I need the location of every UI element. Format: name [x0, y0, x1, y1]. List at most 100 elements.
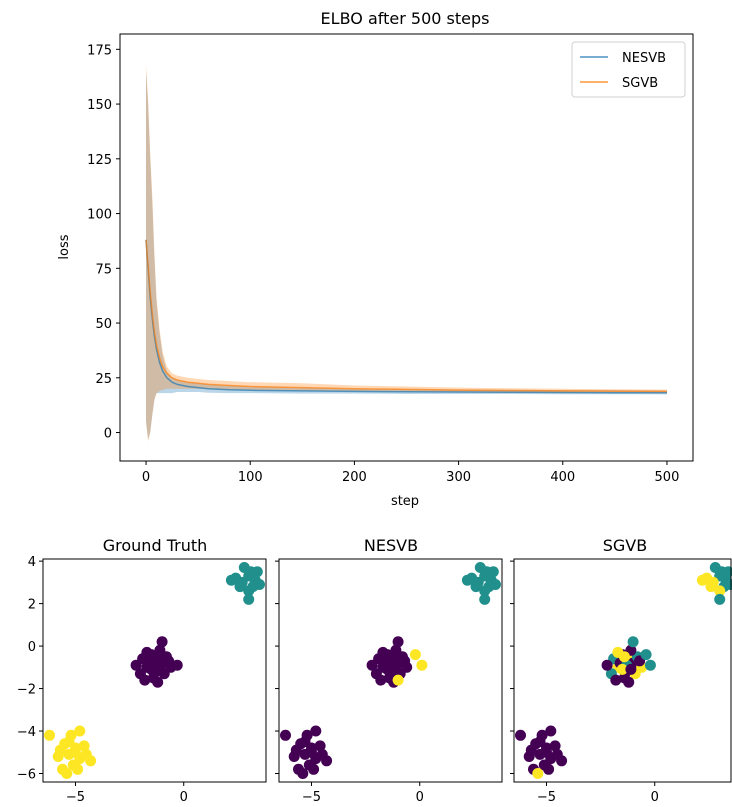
- scatter-point: [171, 659, 183, 671]
- scatter-frame: [42, 558, 267, 783]
- scatter-point: [625, 663, 637, 675]
- scatter-point: [145, 663, 157, 675]
- scatter-point: [152, 676, 164, 688]
- legend-label-nesvb: NESVB: [622, 51, 666, 66]
- scatter-x-tick-label: 0: [416, 790, 424, 805]
- scatter-point: [225, 574, 237, 586]
- scatter-point: [534, 736, 546, 748]
- scatter-point: [63, 736, 75, 748]
- scatter-point: [243, 585, 255, 597]
- scatter-y-tick-label: 2: [28, 598, 36, 613]
- scatter-y-tick-label: −2: [17, 683, 36, 698]
- scatter-point: [234, 581, 246, 593]
- scatter-point: [725, 579, 732, 590]
- scatter-sgvb-title: SGVB: [603, 536, 647, 555]
- scatter-point: [54, 744, 66, 756]
- elbo-y-tick-label: 50: [95, 317, 112, 332]
- elbo-x-axis-label: step: [391, 494, 419, 509]
- elbo-y-tick-label: 125: [87, 153, 112, 168]
- scatter-point: [156, 636, 168, 648]
- scatter-point: [481, 566, 493, 578]
- scatter-x-tick-label: 0: [180, 790, 188, 805]
- scatter-y-tick-label: 4: [28, 555, 36, 570]
- scatter-point: [392, 674, 404, 686]
- scatter-point: [78, 740, 90, 752]
- elbo-y-tick-label: 100: [87, 208, 112, 223]
- scatter-point: [714, 593, 726, 605]
- elbo-y-tick-label: 150: [87, 98, 112, 113]
- scatter-point: [640, 649, 652, 661]
- scatter-ground-truth-title: Ground Truth: [103, 536, 208, 555]
- scatter-point: [297, 768, 309, 779]
- scatter-point: [399, 655, 411, 667]
- elbo-lines: [145, 239, 668, 394]
- scatter-point: [74, 725, 86, 737]
- scatter-y-tick-label: −6: [17, 768, 36, 783]
- elbo-y-tick-label: 0: [104, 427, 112, 442]
- elbo-x-tick-label: 200: [342, 470, 367, 485]
- elbo-y-tick-label: 25: [95, 372, 112, 387]
- elbo-chart-title: ELBO after 500 steps: [321, 9, 490, 28]
- scatter-point: [543, 763, 555, 775]
- elbo-line-nesvb: [145, 239, 667, 394]
- scatter-point: [130, 659, 142, 671]
- elbo-y-axis: 0 25 50 75 100 125 150 175: [87, 43, 120, 442]
- elbo-x-axis: 0 100 200 300 400 500: [142, 461, 679, 485]
- scatter-point: [390, 663, 402, 675]
- scatter-point: [541, 746, 552, 758]
- scatter-ground-truth: Ground Truth −5 0 −6 −4 −2 0 2 4: [17, 536, 267, 805]
- scatter-point: [623, 676, 635, 688]
- scatter-point: [147, 651, 159, 663]
- scatter-point: [383, 651, 395, 663]
- scatter-point: [716, 566, 728, 578]
- elbo-legend: NESVB SGVB: [571, 41, 686, 98]
- elbo-y-tick-label: 175: [87, 43, 112, 58]
- scatter-frame: [513, 558, 732, 783]
- scatter-point: [280, 729, 291, 741]
- scatter-point: [392, 636, 404, 648]
- legend-box: [571, 41, 686, 98]
- scatter-point: [714, 585, 726, 597]
- scatter-points: [44, 562, 265, 779]
- elbo-line-sgvb: [145, 239, 668, 393]
- scatter-point: [70, 746, 81, 758]
- scatter-point: [139, 674, 151, 686]
- scatter-x-tick-label: −5: [537, 790, 556, 805]
- scatter-point: [490, 579, 501, 590]
- scatter-point: [556, 755, 568, 767]
- elbo-y-tick-label: 75: [95, 262, 112, 277]
- scatter-point: [375, 674, 387, 686]
- scatter-points: [515, 562, 732, 779]
- scatter-point: [243, 593, 255, 605]
- scatter-point: [618, 651, 630, 663]
- scatter-point: [299, 736, 311, 748]
- scatter-point: [163, 655, 175, 667]
- elbo-x-tick-label: 400: [550, 470, 575, 485]
- scatter-point: [696, 574, 708, 586]
- scatter-x-tick-label: −5: [66, 790, 85, 805]
- scatter-point: [532, 768, 544, 779]
- scatter-point: [479, 593, 491, 605]
- scatter-point: [461, 574, 473, 586]
- scatter-point: [545, 725, 557, 737]
- scatter-point: [321, 755, 333, 767]
- scatter-point: [416, 659, 428, 671]
- elbo-x-tick-label: 100: [238, 470, 263, 485]
- scatter-point: [61, 768, 73, 779]
- scatter-point: [44, 729, 55, 741]
- scatter-point: [470, 581, 482, 593]
- scatter-nesvb-title: NESVB: [364, 536, 418, 555]
- scatter-point: [610, 674, 622, 686]
- scatter-nesvb: NESVB −5 0: [275, 536, 503, 805]
- scatter-point: [85, 755, 97, 767]
- scatter-point: [616, 663, 628, 675]
- scatter-x-tick-label: 0: [651, 790, 659, 805]
- scatter-point: [409, 649, 421, 661]
- scatter-point: [479, 585, 491, 597]
- scatter-point: [72, 763, 84, 775]
- elbo-plot-frame: [119, 33, 694, 462]
- scatter-point: [381, 663, 393, 675]
- scatter-point: [366, 659, 378, 671]
- scatter-point: [314, 740, 326, 752]
